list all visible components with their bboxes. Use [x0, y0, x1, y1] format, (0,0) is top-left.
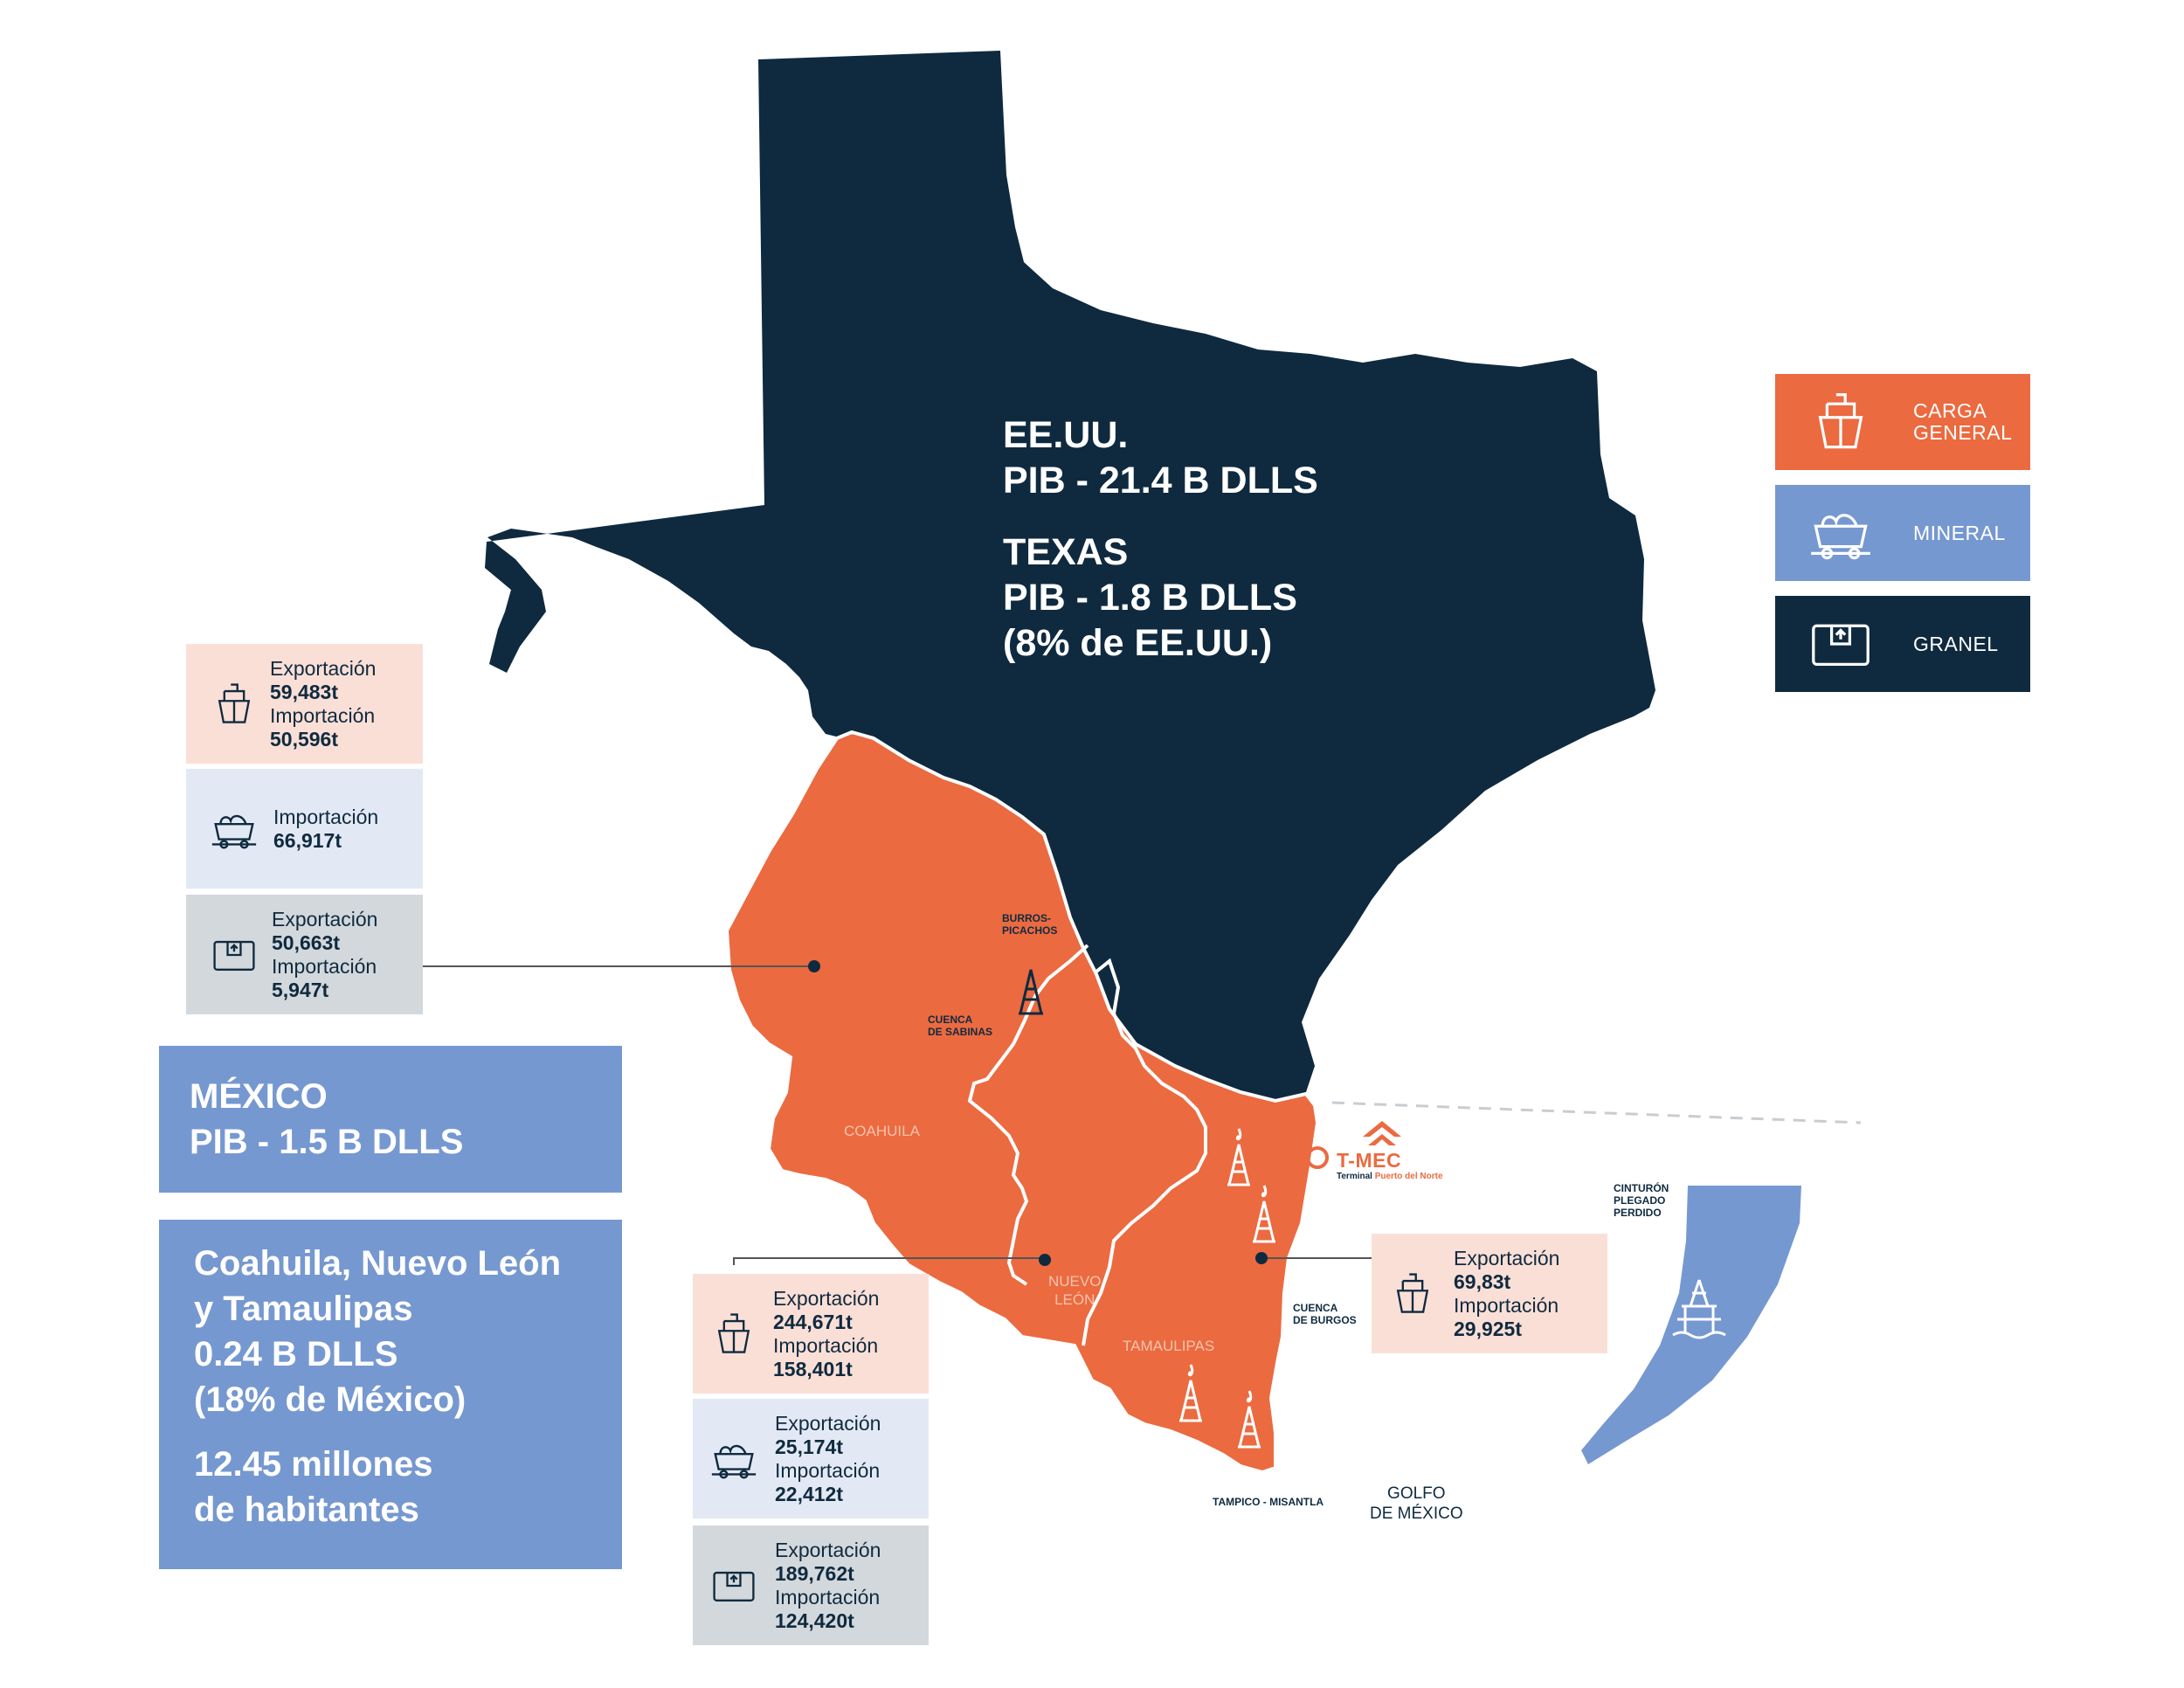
import-label: Importación: [272, 954, 377, 978]
region-population: de habitantes: [194, 1491, 419, 1529]
tmec-logo-text: T-MEC: [1337, 1149, 1402, 1172]
import-value: 124,420t: [775, 1608, 854, 1632]
coahuila-marker: [808, 960, 820, 972]
nuevo-leon-label: NUEVO LEÓN: [1048, 1273, 1102, 1308]
mine-cart-icon: [703, 1429, 764, 1490]
import-label: Importación: [773, 1333, 879, 1357]
cuenca-de-burgos-label: CUENCA DE BURGOS: [1293, 1302, 1357, 1326]
export-value: 69,83t: [1454, 1269, 1511, 1293]
cinturon-plegado-perdido-shape: [1581, 1186, 1801, 1464]
coahuila-nuevo-leon-tamaulipas-shape: [724, 730, 1320, 1475]
export-label: Exportación: [270, 656, 377, 680]
state-border-nl-tamaulipas: [1082, 958, 1207, 1346]
export-label: Exportación: [773, 1286, 880, 1310]
region-gdp-box: Coahuila, Nuevo León y Tamaulipas 0.24 B…: [159, 1220, 622, 1569]
bulk-box-icon: [204, 924, 265, 986]
offshore-platform-icon: [1672, 1279, 1726, 1339]
nuevo-leon-mineral-box: Exportación 25,174t Importación 22,412t: [693, 1399, 929, 1519]
coahuila-granel-box: Exportación 50,663t Importación 5,947t: [186, 895, 423, 1014]
legend-label: GRANEL: [1913, 632, 1999, 655]
burros-picachos-label: BURROS- PICACHOS: [1002, 912, 1058, 937]
ship-icon: [703, 1304, 764, 1365]
mine-cart-icon: [1801, 494, 1880, 572]
import-label: Importación: [273, 805, 379, 828]
oil-rig-icon: [1179, 1364, 1202, 1422]
tampico-misantla-label: TAMPICO - MISANTLA: [1213, 1496, 1324, 1508]
state-border-coahuila-nl: [967, 944, 1089, 1286]
usa-title: EE.UU.: [1003, 414, 1129, 456]
cinturon-plegado-perdido-label: CINTURÓN PLEGADO PERDIDO: [1614, 1182, 1669, 1219]
legend-label: CARGA: [1913, 399, 1987, 422]
tmec-logo-sub: Puerto del Norte: [1374, 1172, 1443, 1181]
maritime-border-line: [1331, 1101, 1862, 1124]
oil-rig-icon: [1227, 1128, 1250, 1186]
coahuila-mineral-box: Importación 66,917t: [186, 769, 423, 889]
tamaulipas-carga-general-box: Exportación 69,83t Importación 29,925t: [1372, 1234, 1607, 1353]
region-share: (18% de México): [194, 1380, 467, 1419]
legend-label: GENERAL: [1913, 421, 2013, 444]
export-value: 25,174t: [775, 1435, 844, 1458]
import-value: 29,925t: [1454, 1317, 1523, 1340]
bulk-box-icon: [703, 1555, 764, 1616]
export-label: Exportación: [775, 1538, 881, 1561]
export-value: 189,762t: [775, 1561, 854, 1585]
export-value: 244,671t: [773, 1310, 853, 1333]
coahuila-carga-general-box: Exportación 59,483t Importación 50,596t: [186, 644, 423, 764]
tamaulipas-label: TAMAULIPAS: [1123, 1338, 1215, 1354]
texas-shape: [485, 51, 1655, 1101]
export-label: Exportación: [1454, 1246, 1560, 1269]
tmec-logo-mark: [1363, 1121, 1401, 1145]
ship-icon: [204, 674, 265, 735]
cuenca-de-sabinas-label: CUENCA DE SABINAS: [928, 1013, 993, 1038]
oil-rig-icon: [1253, 1185, 1275, 1243]
import-value: 158,401t: [773, 1357, 853, 1380]
oil-rig-icon: [1238, 1390, 1261, 1449]
region-gdp: 0.24 B DLLS: [194, 1335, 398, 1373]
tmec-logo: T-MEC Terminal Puerto del Norte: [1337, 1149, 1443, 1182]
legend-item-granel: GRANEL: [1775, 596, 2030, 692]
nuevo-leon-carga-general-box: Exportación 244,671t Importación 158,401…: [693, 1274, 929, 1394]
texas-title: TEXAS: [1003, 531, 1129, 573]
ship-icon: [1382, 1263, 1443, 1325]
mexico-gdp: PIB - 1.5 B DLLS: [190, 1123, 464, 1161]
mexico-gdp-box: MÉXICO PIB - 1.5 B DLLS: [159, 1046, 622, 1193]
import-label: Importación: [775, 1585, 881, 1608]
coahuila-label: COAHUILA: [844, 1123, 920, 1139]
region-population: 12.45 millones: [194, 1445, 433, 1484]
import-value: 66,917t: [273, 828, 342, 852]
legend-item-mineral: MINERAL: [1775, 485, 2030, 581]
nuevo-leon-granel-box: Exportación 189,762t Importación 124,420…: [693, 1525, 929, 1645]
import-value: 22,412t: [775, 1482, 844, 1505]
texas-share: (8% de EE.UU.): [1003, 622, 1273, 664]
import-label: Importación: [1454, 1293, 1559, 1317]
tamaulipas-marker: [1255, 1252, 1268, 1264]
golfo-de-mexico-label: GOLFO DE MÉXICO: [1370, 1484, 1463, 1523]
import-value: 5,947t: [272, 978, 329, 1001]
usa-gdp: PIB - 21.4 B DLLS: [1003, 460, 1318, 502]
legend-label: MINERAL: [1913, 521, 2006, 544]
import-label: Importación: [775, 1458, 881, 1482]
mexico-title: MÉXICO: [190, 1077, 328, 1116]
import-label: Importación: [270, 703, 376, 727]
usa-label: EE.UU. PIB - 21.4 B DLLS TEXAS PIB - 1.8…: [1003, 412, 1318, 666]
bulk-box-icon: [1801, 605, 1880, 683]
port-marker: [1306, 1146, 1329, 1169]
oil-rig-icon: [1019, 953, 1043, 1015]
texas-gdp: PIB - 1.8 B DLLS: [1003, 577, 1297, 619]
export-label: Exportación: [775, 1411, 881, 1435]
ship-icon: [1801, 383, 1880, 461]
nuevo-leon-connector-line: [733, 1257, 1043, 1265]
legend-item-carga-general: CARGA GENERAL: [1775, 374, 2030, 470]
nuevo-leon-marker: [1039, 1254, 1051, 1266]
export-label: Exportación: [272, 907, 378, 930]
export-value: 50,663t: [272, 930, 341, 954]
export-value: 59,483t: [270, 680, 339, 703]
mine-cart-icon: [204, 799, 265, 860]
region-title: Coahuila, Nuevo León: [194, 1244, 562, 1283]
region-title: y Tamaulipas: [194, 1290, 413, 1328]
import-value: 50,596t: [270, 727, 339, 751]
tmec-logo-sub: Terminal: [1337, 1172, 1372, 1181]
